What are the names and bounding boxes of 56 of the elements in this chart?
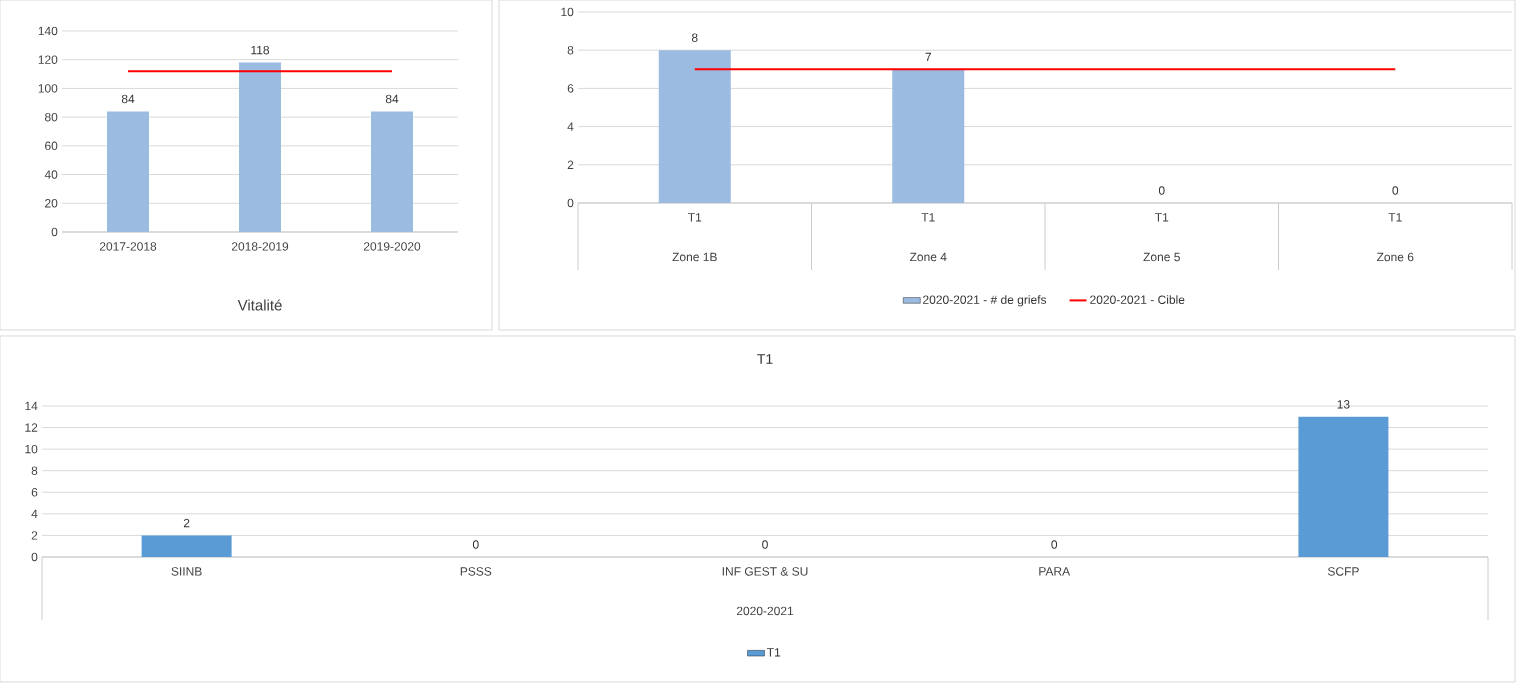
text: Zone 4 [909, 252, 947, 262]
x-tick-label: 2017-2018 [99, 242, 157, 251]
data-label: 84 [385, 94, 399, 104]
x-tick-label: INF GEST & SU [722, 567, 808, 576]
x-tick-label: SCFP [1327, 567, 1359, 576]
data-label: 0 [762, 540, 768, 549]
y-tick-label: 4 [567, 122, 574, 131]
legend-label: T1 [766, 648, 781, 657]
y-tick-label: 60 [45, 141, 58, 151]
x-axis-title: 2020-2021 [736, 606, 794, 616]
text: Zone 6 [1376, 252, 1414, 262]
y-tick-label: 100 [38, 84, 58, 93]
y-tick-label: 40 [44, 170, 58, 179]
text: Zone 5 [1143, 252, 1180, 262]
data-label: 0 [1051, 540, 1058, 549]
x-tick-label: T1 [1388, 213, 1402, 222]
y-tick-label: 0 [567, 198, 574, 208]
y-tick-label: 80 [44, 112, 58, 122]
x-tick-label: SIINB [171, 567, 202, 576]
data-label: 118 [251, 45, 270, 55]
y-tick-label: 4 [31, 509, 38, 518]
x-tick-label: T1 [921, 213, 935, 222]
y-tick-label: 0 [31, 552, 38, 562]
y-tick-label: 0 [51, 227, 58, 237]
data-label: 13 [1337, 400, 1350, 409]
data-label: 0 [1158, 186, 1165, 195]
x-tick-label: PSSS [460, 567, 492, 576]
data-label: 2 [183, 518, 190, 528]
y-tick-label: 20 [45, 199, 58, 208]
data-label: 8 [691, 33, 698, 42]
y-tick-label: 8 [31, 466, 38, 475]
x-axis-title: Vitalité [237, 299, 282, 311]
x-tick-label: T1 [688, 213, 702, 222]
y-tick-label: 10 [561, 7, 574, 17]
y-tick-label: 2 [31, 531, 38, 540]
y-tick-label: 10 [25, 444, 38, 454]
data-label: 0 [1392, 186, 1399, 195]
x-tick-label: PARA [1039, 567, 1071, 576]
y-tick-label: 140 [38, 26, 58, 36]
data-label: 7 [925, 52, 932, 62]
data-label: 0 [472, 540, 479, 549]
y-tick-label: 14 [25, 401, 38, 411]
y-tick-label: 120 [38, 55, 58, 64]
x-tick-label: 2019-2020 [363, 242, 421, 251]
y-tick-label: 8 [567, 45, 574, 55]
legend-label: 2020-2021 - Cible [1090, 295, 1185, 304]
y-tick-label: 6 [567, 84, 574, 93]
text: Zone 1B [672, 252, 717, 262]
y-tick-label: 6 [31, 488, 38, 497]
data-label: 84 [121, 94, 135, 104]
chart-title: T1 [757, 354, 773, 364]
y-tick-label: 2 [567, 160, 574, 169]
legend-label: 2020-2021 - # de griefs [923, 295, 1047, 307]
x-tick-label: 2018-2019 [231, 242, 289, 251]
x-tick-label: T1 [1155, 213, 1169, 222]
y-tick-label: 12 [25, 423, 38, 432]
